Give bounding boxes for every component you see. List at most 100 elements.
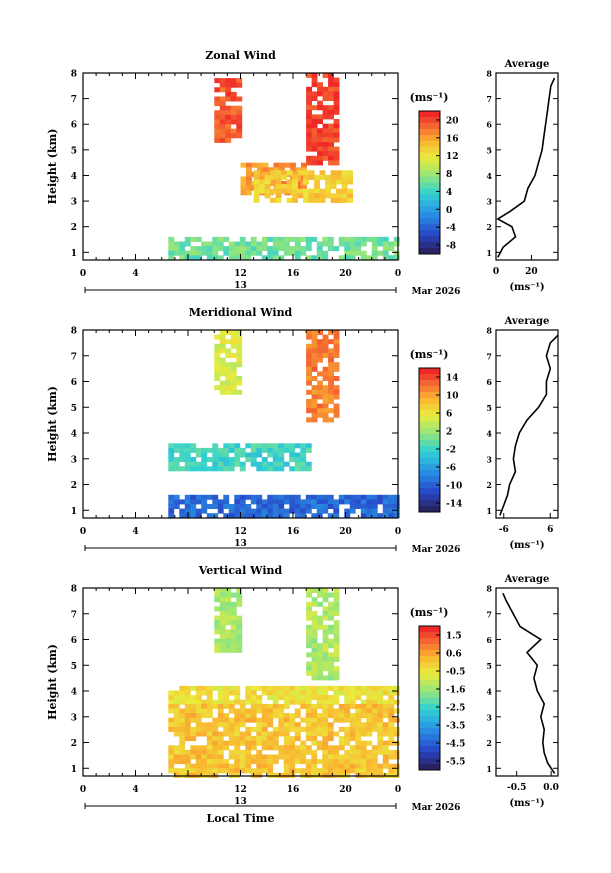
heatmap-cell: [236, 601, 243, 607]
heatmap-cell: [306, 353, 312, 358]
heatmap-cell: [327, 504, 334, 509]
heatmap-cell: [328, 82, 334, 88]
heatmap-cell: [264, 179, 271, 185]
heatmap-cell: [214, 101, 221, 107]
heatmap-cell: [223, 447, 230, 453]
heatmap-cell: [212, 461, 219, 467]
heatmap-cell: [261, 726, 268, 732]
heatmap-cell: [230, 339, 237, 345]
heatmap-cell: [294, 745, 301, 751]
heatmap-cell: [317, 119, 323, 124]
heatmap-cell: [295, 176, 302, 182]
heatmap-cell: [223, 513, 230, 519]
heatmap-cell: [349, 690, 356, 696]
heatmap-cell: [303, 188, 309, 194]
heatmap-cell: [366, 255, 373, 261]
heatmap-cell: [294, 443, 301, 449]
colorbar-cell: [419, 632, 440, 639]
heatmap-cell: [272, 499, 279, 505]
heatmap-cell: [377, 713, 384, 719]
heatmap-cell: [267, 255, 274, 261]
heatmap-cell: [219, 601, 226, 607]
heatmap-cell: [388, 736, 395, 742]
heatmap-cell: [257, 162, 263, 168]
heatmap-cell: [388, 513, 395, 519]
heatmap-cell: [338, 740, 345, 746]
colorbar-cell: [419, 206, 440, 213]
heatmap-cell: [333, 246, 340, 252]
heatmap-cell: [195, 699, 202, 705]
colorbar-tick-label: -2: [446, 446, 456, 456]
heatmap-cell: [328, 73, 334, 78]
heatmap-cell: [245, 754, 252, 760]
heatmap-cell: [245, 504, 252, 509]
heatmap-cell: [283, 731, 290, 737]
heatmap-cell: [236, 124, 243, 130]
profile-y-tick-label: 3: [486, 197, 492, 207]
heatmap-cell: [344, 513, 351, 519]
heatmap-cell: [184, 754, 191, 760]
heatmap-cell: [366, 699, 373, 705]
heatmap-cell: [225, 87, 232, 93]
x-axis-label: Local Time: [207, 812, 275, 825]
heatmap-cell: [214, 385, 221, 391]
heatmap-cell: [366, 726, 373, 732]
profile-y-tick-label: 7: [486, 351, 492, 361]
x-tick-label: 12: [234, 785, 247, 795]
heatmap-cell: [316, 768, 323, 774]
heatmap-cell: [327, 754, 334, 760]
heatmap-cell: [168, 508, 175, 514]
heatmap-cell: [219, 128, 226, 134]
heatmap-cell: [268, 181, 274, 187]
heatmap-cell: [212, 768, 219, 774]
heatmap-cell: [360, 699, 367, 705]
heatmap-cell: [306, 86, 312, 92]
heatmap-cell: [311, 615, 318, 621]
heatmap-cell: [245, 736, 252, 742]
heatmap-cell: [306, 109, 312, 115]
heatmap-cell: [230, 371, 237, 377]
heatmap-cell: [317, 151, 323, 157]
heatmap-cell: [382, 255, 389, 261]
heatmap-cell: [349, 763, 356, 769]
heatmap-cell: [219, 597, 226, 603]
colorbar-tick-label: -6: [446, 464, 456, 474]
heatmap-cell: [179, 466, 186, 472]
heatmap-cell: [261, 443, 268, 449]
heatmap-cell: [377, 236, 384, 242]
colorbar-frame: [418, 625, 441, 771]
heatmap-cell: [371, 703, 378, 709]
heatmap-cell: [173, 246, 180, 252]
heatmap-cell: [314, 174, 320, 180]
y-tick-label: 7: [71, 610, 77, 620]
heatmap-cell: [256, 695, 263, 701]
heatmap-cell: [366, 722, 373, 728]
heatmap-cell: [234, 736, 241, 742]
heatmap-cell: [311, 82, 318, 88]
heatmap-cell: [270, 197, 276, 203]
heatmap-cell: [333, 611, 340, 616]
heatmap-cell: [317, 114, 323, 120]
heatmap-cell: [333, 513, 340, 519]
heatmap-cell: [239, 255, 246, 261]
heatmap-cell: [239, 754, 246, 760]
heatmap-cell: [283, 690, 290, 696]
heatmap-cell: [338, 759, 345, 765]
heatmap-cell: [264, 174, 271, 180]
heatmap-cell: [272, 250, 279, 256]
heatmap-cell: [261, 745, 268, 751]
colorbar-tick-label: 2: [446, 428, 452, 438]
heatmap-cell: [168, 246, 175, 252]
heatmap-cell: [225, 592, 232, 598]
heatmap-cell: [355, 695, 362, 701]
heatmap-cell: [206, 749, 213, 755]
heatmap-cell: [195, 754, 202, 760]
heatmap-cell: [306, 376, 312, 381]
heatmap-cell: [311, 412, 318, 418]
heatmap-cell: [316, 690, 323, 696]
heatmap-cell: [333, 137, 340, 143]
heatmap-cell: [360, 708, 367, 714]
day-bar-ends: [84, 545, 397, 551]
heatmap-cell: [219, 114, 226, 120]
heatmap-cell: [236, 133, 243, 139]
